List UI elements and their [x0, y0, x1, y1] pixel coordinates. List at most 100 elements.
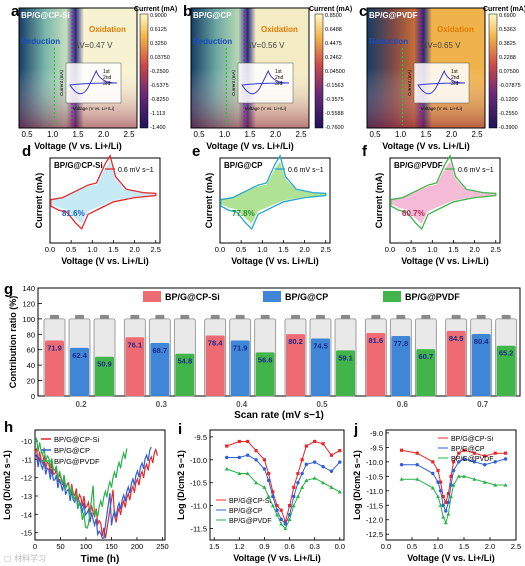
bar-value-label: 80.4	[474, 337, 489, 346]
inset-xlabel: Voltage (V vs. Li+/Li)	[73, 106, 115, 111]
data-point	[329, 453, 334, 457]
inset-legend-item: 3rd	[103, 81, 110, 87]
x-tick-label: 0.5	[407, 542, 417, 551]
colorbar-tick-label: -0.07875	[499, 83, 521, 89]
x-tick-label: 150	[105, 542, 118, 551]
colorbar-title: Current (mA)	[483, 6, 525, 13]
y-tick-label: -13	[21, 492, 32, 501]
data-point	[441, 514, 446, 519]
y-axis-label: Current (mA)	[204, 173, 214, 229]
legend-label: 0.6 mV s−1	[458, 167, 494, 174]
x-axis-label: Voltage (V vs. Li+/Li)	[231, 256, 319, 266]
inset-legend-item: 2nd	[275, 75, 284, 81]
y-tick-label: -10.5	[190, 479, 207, 488]
colorbar-tick-label: 0.5363	[499, 27, 516, 33]
x-tick-label: 0.0	[381, 542, 391, 551]
colorbar-tick-label: -0.5588	[325, 111, 344, 117]
x-tick-label: 1.5	[72, 130, 84, 139]
legend-label: BP/G@CP-Si	[451, 436, 494, 443]
colorbar-tick-label: 0.4475	[325, 41, 342, 47]
x-axis-label: Voltage (V vs. Li+/Li)	[401, 256, 489, 266]
x-axis-label: Scan rate (mV s−1)	[234, 410, 324, 421]
data-point	[438, 489, 443, 493]
sample-label: BP/G@CP	[193, 11, 232, 20]
x-tick-label: 1.5	[420, 130, 432, 139]
data-point	[472, 477, 477, 481]
data-point	[441, 503, 445, 507]
data-point	[503, 483, 508, 487]
bar-value-label: 54.8	[178, 357, 193, 366]
colorbar-title: Current (mA)	[309, 6, 352, 13]
colorbar-tick-label: -0.3575	[325, 97, 344, 103]
y-tick-label: -9.0	[370, 429, 383, 438]
y-tick-label: 60	[27, 346, 35, 355]
data-point	[304, 462, 309, 467]
data-point	[329, 485, 334, 489]
y-axis-label: Log (D/cm2 s−1)	[2, 450, 12, 520]
capacitive-fill-area	[220, 161, 326, 224]
legend-label: BP/G@CP-Si	[165, 292, 220, 302]
reduction-label: Reduction	[21, 37, 60, 46]
x-tick-label: 1.0	[395, 130, 407, 139]
data-point	[399, 463, 404, 467]
panel-letter: f	[362, 143, 368, 160]
colorbar-tick-label: 0.03750	[150, 55, 170, 61]
capacitive-fill-area	[50, 161, 156, 224]
gitt-curve	[34, 437, 128, 529]
bar	[446, 330, 466, 396]
x-tick-label: 0.5	[21, 130, 33, 139]
data-point	[462, 448, 466, 452]
data-point	[292, 494, 296, 499]
plot-frame	[49, 157, 161, 244]
legend-swatch	[383, 291, 401, 302]
x-tick-label: 200	[131, 542, 144, 551]
y-tick-label: -10.0	[190, 456, 207, 465]
x-tick-label: 0.6	[284, 542, 294, 551]
data-point	[337, 489, 342, 494]
data-point	[266, 478, 271, 483]
data-point	[224, 466, 229, 471]
colorbar	[139, 13, 149, 129]
battery-cap	[100, 314, 109, 319]
sample-label: BP/G@PVDF	[394, 161, 443, 170]
x-tick-label: 0.5	[66, 245, 76, 254]
legend-label: BP/G@PVDF	[405, 292, 460, 302]
inset-legend-item: 3rd	[451, 81, 458, 87]
bar-value-label: 77.8	[394, 339, 409, 348]
data-point	[254, 449, 258, 453]
x-tick-label: 0.3	[309, 542, 319, 551]
panel-letter: d	[22, 143, 31, 160]
x-tick-label: 1.5	[459, 542, 469, 551]
panel-letter: j	[353, 421, 358, 438]
data-point	[237, 439, 241, 444]
panel-j: 0.0 0.5 1.0 1.5 2.0 2.5 -9.0 -9.5 -10.0 -10.5 -11.…	[352, 421, 521, 563]
data-point	[482, 480, 487, 484]
bar	[70, 347, 89, 396]
x-tick-label: 2.5	[471, 130, 483, 139]
data-point	[436, 480, 440, 484]
bar	[366, 333, 386, 396]
battery-cap	[260, 314, 270, 319]
data-point	[295, 494, 300, 499]
delta-v-label: ΔV=0.56 V	[246, 41, 285, 50]
battery-cap	[371, 314, 381, 319]
sample-label: BP/G@CP-Si	[54, 161, 103, 170]
bar-value-label: 62.4	[72, 351, 87, 360]
legend-label: BP/G@PVDF	[451, 456, 494, 463]
battery-cap	[130, 314, 140, 319]
y-tick-label: -12.5	[366, 530, 383, 539]
bar	[311, 338, 330, 396]
data-point	[312, 460, 317, 464]
data-point	[300, 458, 304, 462]
colorbar	[488, 13, 498, 129]
bar-value-label: 84.5	[449, 334, 464, 343]
reduction-label: Reduction	[369, 37, 408, 46]
x-tick-label: 2.0	[98, 130, 110, 139]
data-point	[321, 464, 325, 469]
series-line	[401, 458, 506, 513]
colorbar-tick-label: -1.400	[150, 125, 166, 131]
bar	[45, 340, 64, 396]
data-point	[441, 494, 445, 499]
panel-letter: a	[11, 3, 20, 20]
